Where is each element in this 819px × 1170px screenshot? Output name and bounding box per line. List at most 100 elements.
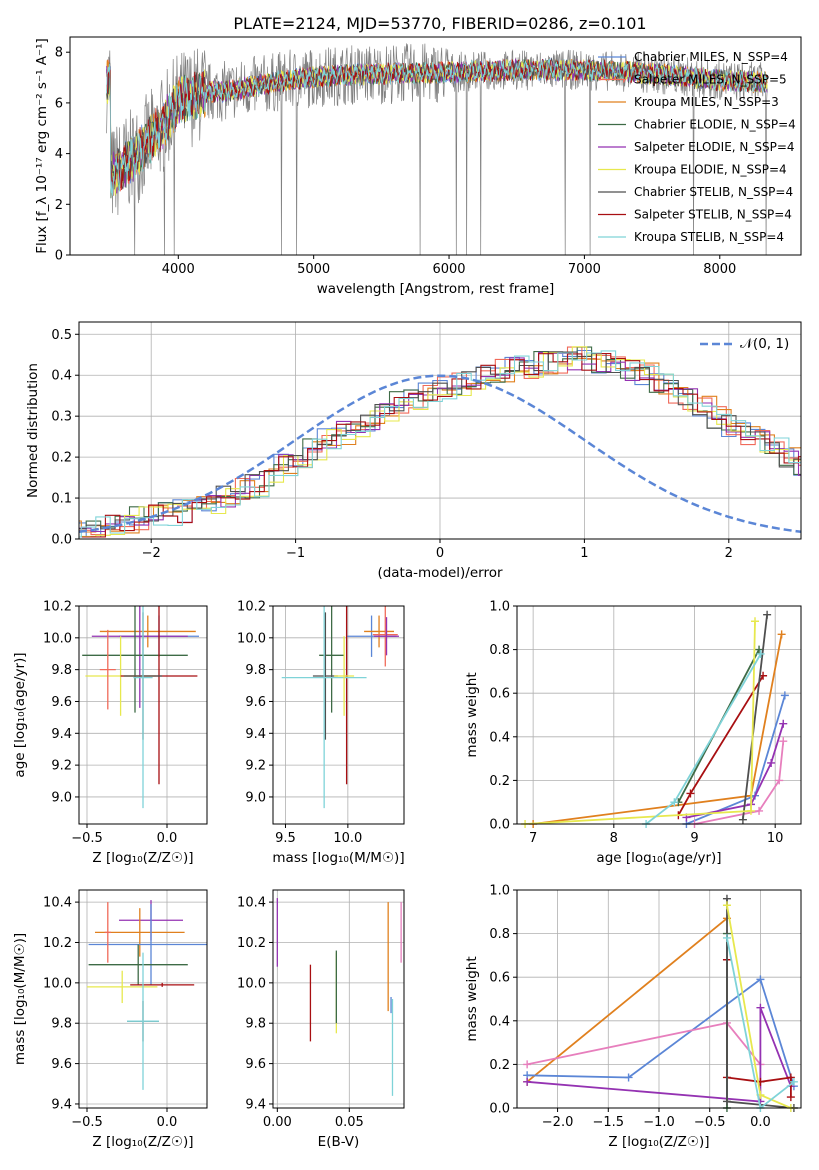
x-tick-label: 0.05 <box>335 1115 364 1130</box>
age_vs_mass-frame <box>272 605 405 825</box>
y-tick-label: 0.2 <box>489 1058 510 1073</box>
legend-label: Salpeter STELIB, N_SSP=4 <box>634 208 792 222</box>
plus-marker <box>779 737 788 746</box>
legend-label: Kroupa MILES, N_SSP=3 <box>634 95 779 109</box>
plus-marker <box>777 630 786 639</box>
y-tick-label: 10.2 <box>237 600 266 615</box>
y-tick-label: 0.4 <box>51 369 72 384</box>
y-tick-label: 10.2 <box>237 936 266 951</box>
y-tick-label: 2 <box>55 198 63 213</box>
plus-marker <box>523 1060 532 1069</box>
x-tick-label: −1.5 <box>592 1115 624 1130</box>
errorbar-point <box>130 982 195 987</box>
series-line <box>526 1022 762 1066</box>
x-tick-label: 2 <box>725 546 733 561</box>
plus-marker <box>755 806 764 815</box>
y-axis-label: mass weight <box>464 672 480 757</box>
legend-label: Salpeter MILES, N_SSP=5 <box>634 73 787 87</box>
plus-marker <box>767 758 776 767</box>
x-tick-label: 7 <box>529 831 537 846</box>
y-tick-label: 0.4 <box>489 1014 510 1029</box>
x-tick-label: −0.5 <box>71 1115 103 1130</box>
series-line <box>726 937 795 1108</box>
x-tick-label: −1 <box>286 546 305 561</box>
y-axis-label: age [log₁₀(age/yr)] <box>12 652 28 777</box>
y-tick-label: 6 <box>55 96 63 111</box>
errorbar-point <box>87 970 158 1004</box>
errorbar-point <box>334 636 355 716</box>
x-tick-label: 0 <box>436 546 444 561</box>
y-tick-label: 0.0 <box>489 818 510 833</box>
x-tick-label: 9 <box>690 831 698 846</box>
x-tick-label: 0.00 <box>263 1115 292 1130</box>
x-tick-label: −0.5 <box>71 831 103 846</box>
plus-marker <box>670 798 679 807</box>
residuals-axes: −2 −1 0 1 2 0.0 0.1 0.2 0.3 0.4 0.5 (data-model)/er… <box>25 322 801 581</box>
mass_weight_vs_Z-frame <box>516 889 802 1109</box>
x-axis-label: Z [log₁₀(Z/Z☉)] <box>92 1134 193 1150</box>
y-tick-label: 10.0 <box>43 976 72 991</box>
y-tick-label: 0 <box>55 249 63 264</box>
y-tick-label: 9.4 <box>51 1097 72 1112</box>
series-line <box>532 634 783 824</box>
legend-label: Kroupa ELODIE, N_SSP=4 <box>634 163 787 177</box>
plus-marker <box>789 1077 798 1086</box>
mass_vs_Z-frame <box>78 889 208 1109</box>
series-line <box>527 1007 792 1103</box>
residual-histogram <box>79 346 801 538</box>
plus-marker <box>624 1073 633 1082</box>
age_vs_Z-axes: −0.5 0.0 9.0 9.2 9.4 9.6 9.8 10.0 10.2 Z [log₁₀(Z… <box>12 600 207 866</box>
residual-histogram <box>79 346 801 530</box>
plus-marker <box>746 806 755 815</box>
y-tick-label: 10.0 <box>237 631 266 646</box>
legend-label: Kroupa STELIB, N_SSP=4 <box>634 230 784 244</box>
y-tick-label: 10.4 <box>43 896 72 911</box>
y-tick-label: 9.2 <box>245 759 266 774</box>
x-tick-label: 7000 <box>568 262 601 277</box>
y-tick-label: 8 <box>55 46 63 61</box>
y-tick-label: 9.0 <box>245 790 266 805</box>
series-line <box>726 905 792 1108</box>
y-tick-label: 9.4 <box>51 727 72 742</box>
mass_vs_EBV-axes: 0.00 0.05 9.4 9.6 9.8 10.0 10.2 10.4 E(B-V) <box>237 890 404 1150</box>
y-tick-label: 10.2 <box>43 936 72 951</box>
plus-marker <box>756 649 765 658</box>
x-tick-label: 4000 <box>162 262 195 277</box>
mass_weight_vs_Z-axes: −2.0 −1.5 −1.0 −0.5 0.0 0.0 0.2 0.4 0.6 0.8 1.0 Z [… <box>464 884 801 1150</box>
y-tick-label: 9.4 <box>245 727 266 742</box>
plus-marker <box>756 1003 765 1012</box>
y-axis-label: mass weight <box>464 956 480 1041</box>
x-tick-label: 0.0 <box>157 831 178 846</box>
x-tick-label: 10 <box>767 831 784 846</box>
series-line <box>694 741 785 824</box>
gaussian-curve <box>79 374 801 534</box>
plus-marker <box>738 815 747 824</box>
mass_vs_EBV-frame <box>272 889 405 1109</box>
plus-marker <box>722 933 731 942</box>
residual-histogram <box>79 351 801 533</box>
y-tick-label: 9.6 <box>51 695 72 710</box>
y-tick-label: 9.4 <box>245 1097 266 1112</box>
y-tick-label: 0.2 <box>489 774 510 789</box>
errorbar-point <box>99 629 116 710</box>
y-tick-label: 10.2 <box>43 600 72 615</box>
y-tick-label: 9.8 <box>245 1017 266 1032</box>
plus-marker <box>755 645 764 654</box>
plus-marker <box>722 901 731 910</box>
x-tick-label: 8000 <box>703 262 736 277</box>
y-tick-label: 0.5 <box>51 328 72 343</box>
series-line <box>526 917 728 1083</box>
errorbar-point <box>364 615 395 648</box>
errorbar-point <box>312 612 338 740</box>
y-tick-label: 10.0 <box>237 976 266 991</box>
mass_weight_vs_age-frame <box>516 605 802 825</box>
mass_weight_vs_age-axes: 7 8 9 10 0.0 0.2 0.4 0.6 0.8 1.0 age [log₁₀(age/yr… <box>464 600 801 866</box>
y-tick-label: 0.8 <box>489 643 510 658</box>
y-tick-label: 9.0 <box>51 790 72 805</box>
y-tick-label: 0.3 <box>51 410 72 425</box>
age_vs_mass-axes: 9.5 10.0 9.0 9.2 9.4 9.6 9.8 10.0 10.2 mass [log₁… <box>237 600 405 867</box>
y-axis-label: Normed distribution <box>25 363 41 498</box>
age_vs_Z-frame <box>78 605 208 825</box>
plus-marker <box>780 691 789 700</box>
